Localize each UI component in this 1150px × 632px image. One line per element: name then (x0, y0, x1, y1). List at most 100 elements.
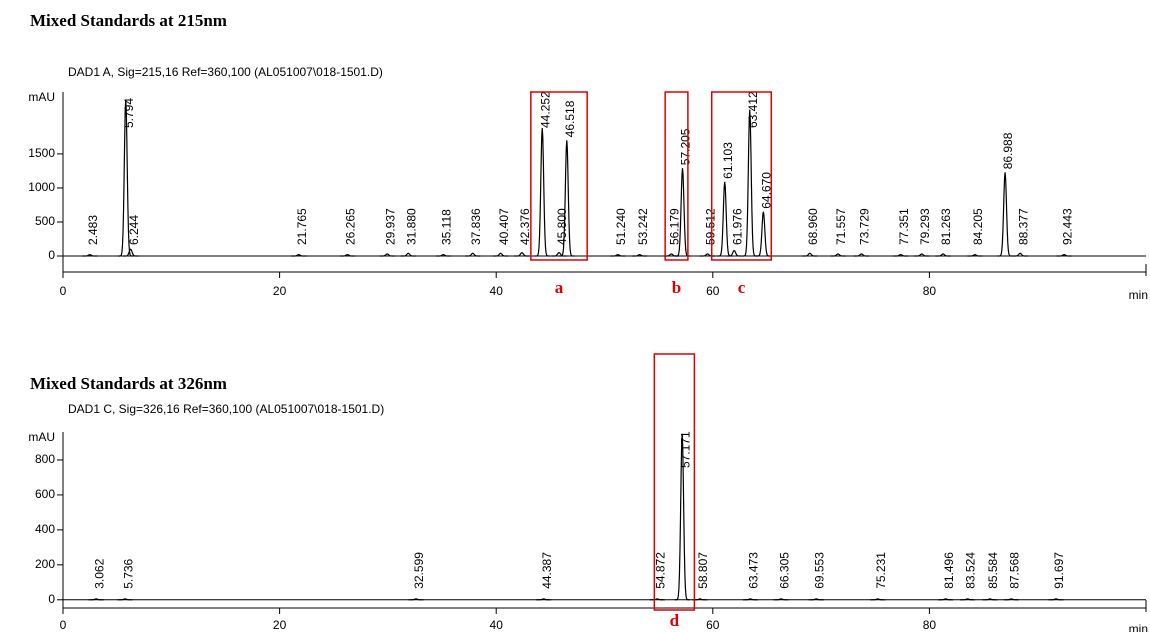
x-tick-label: 80 (923, 284, 937, 298)
x-tick-label: 0 (60, 618, 67, 632)
peak (339, 254, 356, 257)
peak (755, 211, 771, 257)
y-axis-label: mAU (28, 90, 55, 104)
peak-label: 68.960 (806, 208, 820, 245)
peak (649, 598, 665, 601)
x-tick-label: 80 (923, 618, 937, 632)
peak-label: 61.103 (721, 142, 735, 179)
annotation-label: a (555, 278, 564, 297)
peak-label: 31.880 (404, 208, 418, 245)
peak-label: 29.937 (383, 208, 397, 245)
peak (893, 254, 909, 257)
peak-label: 57.171 (678, 431, 692, 468)
peak-label: 66.305 (777, 552, 791, 589)
peak-label: 64.670 (760, 172, 774, 209)
peak (118, 99, 134, 257)
annotation-box (664, 91, 689, 261)
peak-label: 53.242 (636, 208, 650, 245)
peak-label: 81.263 (939, 208, 953, 245)
peak (935, 253, 951, 257)
peak-label: 44.252 (538, 91, 552, 128)
peak (853, 253, 870, 257)
x-axis-label: min (1129, 288, 1148, 302)
peak (808, 598, 824, 601)
peak (435, 254, 451, 257)
peak-label: 77.351 (897, 208, 911, 245)
x-tick-label: 60 (706, 618, 720, 632)
chart-title: Mixed Standards at 326nm (30, 374, 227, 393)
peak-label: 86.988 (1001, 132, 1015, 169)
peak (914, 253, 930, 257)
annotation-box (653, 353, 696, 611)
peak (959, 598, 976, 601)
annotation-box (710, 91, 773, 261)
peak-label: 69.553 (812, 552, 826, 589)
peak-label: 59.512 (704, 208, 718, 245)
peak-label: 61.976 (730, 208, 744, 245)
chart-title: Mixed Standards at 215nm (30, 11, 227, 30)
peak (123, 248, 139, 257)
peak (379, 253, 395, 257)
y-tick-label: 1000 (28, 180, 55, 194)
peak (408, 598, 424, 601)
peak (726, 249, 742, 257)
x-tick-label: 20 (273, 284, 287, 298)
peak-label: 46.518 (563, 100, 577, 137)
peak-label: 35.118 (439, 209, 453, 245)
x-tick-label: 40 (490, 618, 504, 632)
x-tick-label: 40 (490, 284, 504, 298)
peak (291, 254, 307, 257)
peak-label: 88.377 (1016, 208, 1030, 245)
annotation-label: c (738, 278, 746, 297)
y-tick-label: 200 (35, 557, 55, 571)
peak-label: 85.584 (986, 552, 1000, 589)
peak-label: 87.568 (1008, 552, 1022, 589)
peak (559, 140, 575, 257)
peak (610, 254, 626, 257)
x-tick-label: 60 (706, 284, 720, 298)
peak-label: 51.240 (614, 208, 628, 245)
peak (1056, 254, 1072, 257)
peak-label: 58.807 (696, 552, 710, 589)
y-tick-label: 0 (48, 248, 55, 262)
peak-label: 45.800 (555, 208, 569, 245)
peak-label: 57.205 (679, 128, 693, 165)
peak-label: 83.524 (964, 552, 978, 589)
peak (997, 172, 1013, 257)
peak-label: 32.599 (412, 552, 426, 589)
chart-subtitle: DAD1 C, Sig=326,16 Ref=360,100 (AL051007… (68, 402, 384, 416)
peak (1012, 252, 1028, 257)
peak-label: 75.231 (874, 552, 888, 589)
peak (534, 128, 550, 257)
peak (699, 253, 716, 257)
peak (88, 598, 104, 601)
peak-label: 73.729 (858, 208, 872, 245)
peak-label: 3.062 (92, 558, 106, 588)
peak (967, 254, 983, 257)
peak (773, 598, 789, 601)
peak-label: 6.244 (127, 215, 141, 245)
peak-label: 5.736 (121, 558, 135, 588)
peak (117, 598, 133, 601)
peak (1003, 598, 1019, 601)
x-tick-label: 0 (60, 284, 67, 298)
y-tick-label: 0 (48, 592, 55, 606)
peak-label: 91.697 (1052, 552, 1066, 589)
peak (982, 598, 998, 601)
peak (742, 598, 758, 601)
annotation-label: d (670, 611, 680, 630)
peak-label: 2.483 (86, 215, 100, 245)
peak-label: 40.407 (497, 208, 511, 245)
peak (830, 253, 846, 257)
annotation-label: b (672, 278, 681, 297)
annotation-box (530, 91, 588, 261)
peak (536, 598, 552, 601)
peak (674, 433, 690, 601)
peak-label: 26.265 (344, 208, 358, 245)
peak (493, 252, 509, 257)
peak-label: 44.387 (540, 552, 554, 589)
peak-label: 37.836 (469, 208, 483, 245)
peak-label: 21.765 (295, 208, 309, 245)
peak (632, 254, 648, 257)
